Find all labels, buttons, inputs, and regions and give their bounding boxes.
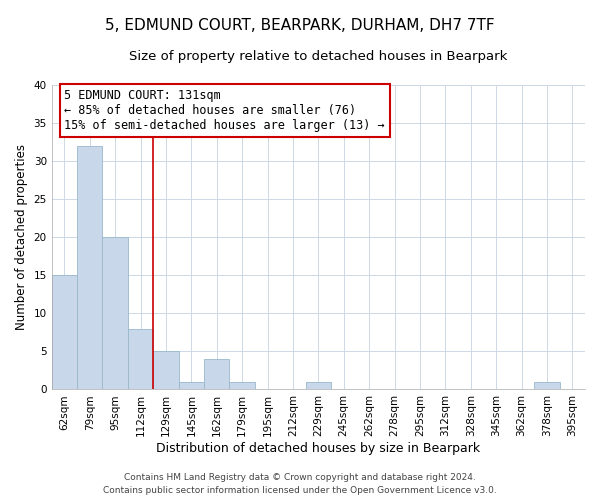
Text: Contains HM Land Registry data © Crown copyright and database right 2024.
Contai: Contains HM Land Registry data © Crown c…	[103, 474, 497, 495]
Bar	[103, 237, 128, 390]
Bar	[204, 359, 229, 390]
Bar	[305, 382, 331, 390]
Bar	[179, 382, 204, 390]
Bar	[534, 382, 560, 390]
Bar	[153, 352, 179, 390]
Text: 5 EDMUND COURT: 131sqm
← 85% of detached houses are smaller (76)
15% of semi-det: 5 EDMUND COURT: 131sqm ← 85% of detached…	[64, 89, 385, 132]
Bar	[229, 382, 255, 390]
Bar	[77, 146, 103, 390]
Y-axis label: Number of detached properties: Number of detached properties	[15, 144, 28, 330]
Title: Size of property relative to detached houses in Bearpark: Size of property relative to detached ho…	[129, 50, 508, 63]
Bar	[52, 276, 77, 390]
X-axis label: Distribution of detached houses by size in Bearpark: Distribution of detached houses by size …	[156, 442, 481, 455]
Bar	[128, 328, 153, 390]
Text: 5, EDMUND COURT, BEARPARK, DURHAM, DH7 7TF: 5, EDMUND COURT, BEARPARK, DURHAM, DH7 7…	[105, 18, 495, 32]
